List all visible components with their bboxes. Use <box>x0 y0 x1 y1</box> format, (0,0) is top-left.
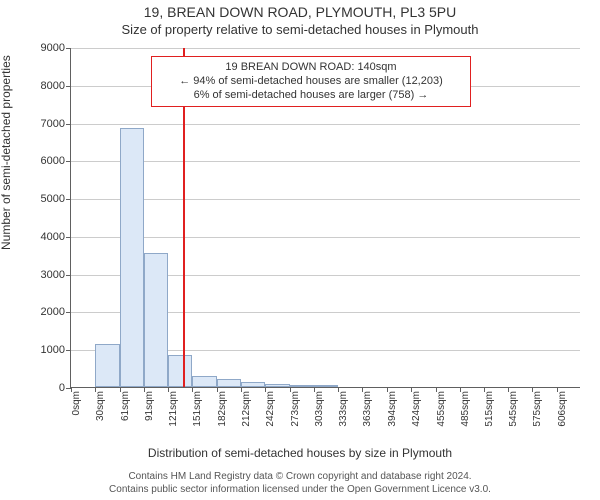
xtick-label: 545sqm <box>508 391 519 427</box>
histogram-bar <box>217 379 241 387</box>
xtick-label: 242sqm <box>265 391 276 427</box>
xtick-label: 61sqm <box>120 391 131 421</box>
histogram-bar <box>241 382 265 387</box>
figure: 19, BREAN DOWN ROAD, PLYMOUTH, PL3 5PU S… <box>0 0 600 500</box>
gridline <box>71 161 580 162</box>
plot-area: 01000200030004000500060007000800090000sq… <box>70 48 580 388</box>
y-axis-label: Number of semi-detached properties <box>0 55 13 250</box>
chart-title: 19, BREAN DOWN ROAD, PLYMOUTH, PL3 5PU <box>0 4 600 20</box>
ytick-label: 7000 <box>41 118 65 130</box>
xtick-label: 363sqm <box>362 391 373 427</box>
ytick-label: 3000 <box>41 269 65 281</box>
gridline <box>71 199 580 200</box>
xtick-label: 273sqm <box>290 391 301 427</box>
xtick-label: 0sqm <box>71 391 82 415</box>
xtick-label: 91sqm <box>144 391 155 421</box>
ytick-mark <box>66 275 71 276</box>
ytick-label: 6000 <box>41 155 65 167</box>
annotation-line-1: 19 BREAN DOWN ROAD: 140sqm <box>160 61 462 75</box>
ytick-mark <box>66 312 71 313</box>
ytick-label: 9000 <box>41 42 65 54</box>
ytick-mark <box>66 199 71 200</box>
xtick-label: 303sqm <box>314 391 325 427</box>
ytick-mark <box>66 48 71 49</box>
xtick-label: 394sqm <box>387 391 398 427</box>
ytick-mark <box>66 86 71 87</box>
ytick-mark <box>66 350 71 351</box>
xtick-label: 575sqm <box>532 391 543 427</box>
ytick-label: 8000 <box>41 80 65 92</box>
histogram-bar <box>265 384 289 387</box>
histogram-bar <box>192 376 216 387</box>
histogram-bar <box>290 385 314 387</box>
footer: Contains HM Land Registry data © Crown c… <box>0 471 600 496</box>
xtick-label: 515sqm <box>484 391 495 427</box>
xtick-label: 606sqm <box>557 391 568 427</box>
histogram-bar <box>95 344 119 387</box>
histogram-bar <box>168 355 192 387</box>
annotation-line-2: ← 94% of semi-detached houses are smalle… <box>160 75 462 89</box>
xtick-label: 182sqm <box>217 391 228 427</box>
xtick-label: 333sqm <box>338 391 349 427</box>
annotation-box: 19 BREAN DOWN ROAD: 140sqm← 94% of semi-… <box>151 56 471 107</box>
xtick-label: 30sqm <box>95 391 106 421</box>
gridline <box>71 48 580 49</box>
footer-line-1: Contains HM Land Registry data © Crown c… <box>0 471 600 484</box>
xtick-label: 151sqm <box>192 391 203 427</box>
footer-line-2: Contains public sector information licen… <box>0 484 600 497</box>
ytick-label: 5000 <box>41 193 65 205</box>
xtick-label: 121sqm <box>168 391 179 427</box>
ytick-label: 1000 <box>41 344 65 356</box>
gridline <box>71 124 580 125</box>
ytick-mark <box>66 161 71 162</box>
xtick-label: 455sqm <box>436 391 447 427</box>
chart-subtitle: Size of property relative to semi-detach… <box>0 22 600 37</box>
xtick-label: 424sqm <box>411 391 422 427</box>
ytick-mark <box>66 237 71 238</box>
ytick-mark <box>66 124 71 125</box>
ytick-label: 2000 <box>41 306 65 318</box>
ytick-label: 4000 <box>41 231 65 243</box>
xtick-label: 485sqm <box>460 391 471 427</box>
x-axis-label: Distribution of semi-detached houses by … <box>0 446 600 460</box>
annotation-line-3: 6% of semi-detached houses are larger (7… <box>160 89 462 103</box>
histogram-bar <box>314 385 338 387</box>
histogram-bar <box>120 128 144 387</box>
ytick-label: 0 <box>59 382 65 394</box>
xtick-label: 212sqm <box>241 391 252 427</box>
gridline <box>71 237 580 238</box>
histogram-bar <box>144 253 168 387</box>
